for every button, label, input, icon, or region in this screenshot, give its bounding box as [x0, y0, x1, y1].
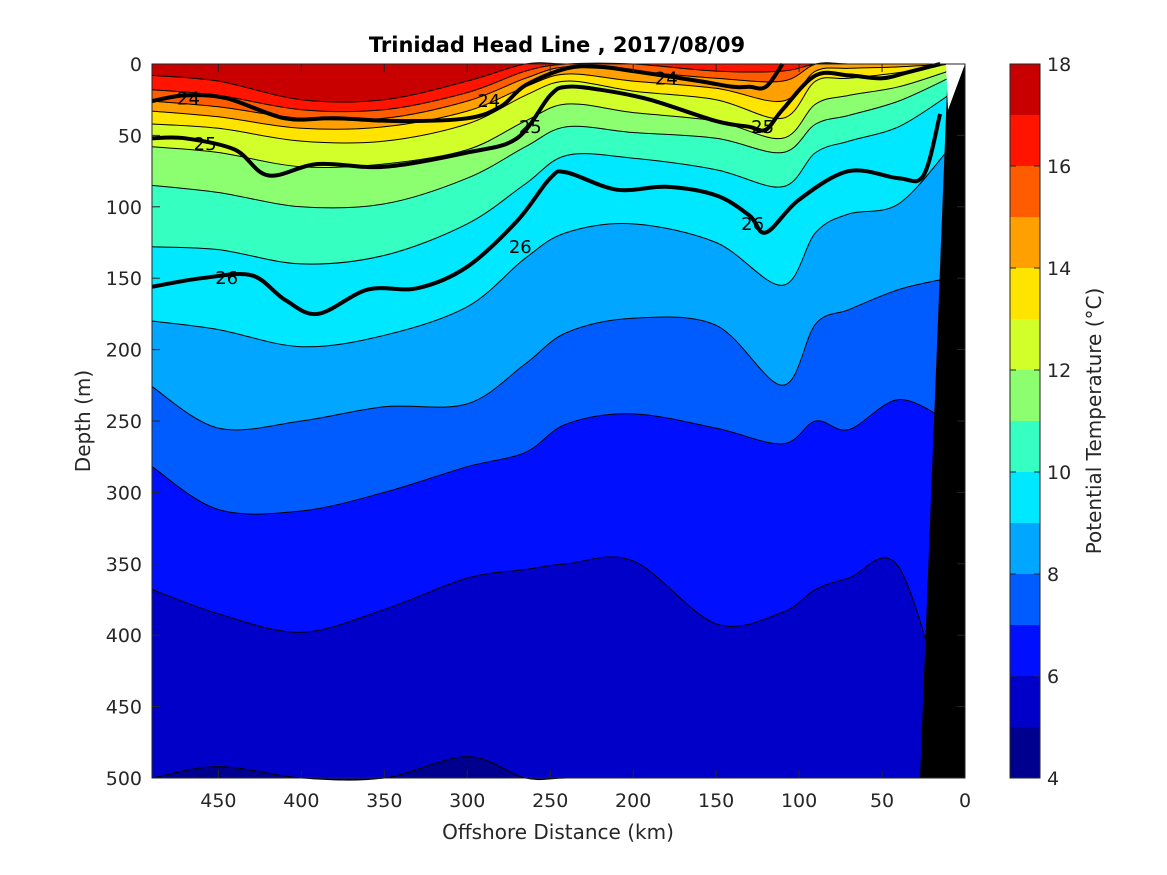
- y-tick-label: 400: [106, 625, 142, 647]
- isopycnal-label-24: 24: [655, 68, 678, 89]
- x-tick-label: 300: [449, 790, 485, 812]
- colorbar-swatch: [1010, 676, 1040, 727]
- y-tick-label: 0: [130, 54, 142, 76]
- colorbar-tick-label: 14: [1047, 258, 1071, 280]
- colorbar-swatch: [1010, 319, 1040, 370]
- colorbar-tick-label: 8: [1047, 564, 1059, 586]
- no-data-region: [946, 64, 965, 110]
- y-tick-label: 300: [106, 482, 142, 504]
- colorbar-tick-label: 6: [1047, 666, 1059, 688]
- isopycnal-label-26: 26: [741, 214, 764, 235]
- colorbar-swatch: [1010, 472, 1040, 523]
- colorbar-swatch: [1010, 268, 1040, 319]
- colorbar-swatch: [1010, 727, 1040, 778]
- x-tick-label: 100: [781, 790, 817, 812]
- colorbar-tick-label: 10: [1047, 462, 1071, 484]
- y-tick-label: 200: [106, 340, 142, 362]
- isopycnal-label-24: 24: [177, 88, 200, 109]
- isopycnal-label-24: 24: [477, 91, 500, 112]
- colorbar-tick-label: 4: [1047, 768, 1059, 790]
- colorbar-swatch: [1010, 574, 1040, 625]
- y-tick-label: 100: [106, 197, 142, 219]
- isotherm-line-10: [151, 94, 949, 265]
- chart-title: Trinidad Head Line , 2017/08/09: [369, 33, 745, 57]
- colorbar-swatch: [1010, 523, 1040, 574]
- colorbar-swatch: [1010, 64, 1040, 115]
- temperature-bands: [152, 62, 965, 781]
- isotherm-line-6: [151, 556, 949, 722]
- colorbar: 4 6 8 10 12 14 16 18: [1010, 54, 1071, 790]
- x-tick-label: 150: [698, 790, 734, 812]
- isotherm-line-13: [151, 63, 949, 144]
- y-tick-label: 50: [118, 125, 142, 147]
- colorbar-frame: [1009, 63, 1041, 779]
- isopycnal-labels: 24 24 24 25 25 25 26 26 26: [177, 68, 774, 289]
- y-tick-label: 350: [106, 554, 142, 576]
- isopycnal-line-26: [151, 113, 943, 317]
- isopycnal-contours: [151, 62, 943, 317]
- isopycnal-label-26: 26: [509, 237, 532, 258]
- isopycnal-line-24: [151, 62, 785, 124]
- isotherm-line-11: [151, 77, 949, 209]
- y-axis-label: Depth (m): [71, 370, 95, 472]
- x-tick-label: 250: [532, 790, 568, 812]
- colorbar-tick-label: 16: [1047, 156, 1071, 178]
- isotherm-line-8: [151, 277, 949, 431]
- isotherm-line-14: [151, 63, 949, 130]
- x-axis: 450 400 350 300 250 200 150 100 50 0: [200, 64, 971, 812]
- y-tick-label: 500: [106, 768, 142, 790]
- y-tick-label: 250: [106, 411, 142, 433]
- seafloor-shelf: [920, 64, 965, 778]
- isopycnal-label-26: 26: [215, 268, 238, 289]
- plot-area: 24 24 24 25 25 25 26 26 26: [151, 62, 965, 781]
- x-tick-label: 200: [615, 790, 651, 812]
- x-tick-label: 0: [959, 790, 971, 812]
- x-tick-label: 450: [200, 790, 236, 812]
- y-axis: 0 50 100 150 200 250 300 350 400 450 500: [106, 54, 965, 790]
- isopycnal-line-25: [151, 62, 941, 178]
- y-tick-label: 150: [106, 268, 142, 290]
- colorbar-swatch: [1010, 421, 1040, 472]
- x-tick-label: 400: [283, 790, 319, 812]
- isopycnal-label-25: 25: [751, 117, 774, 138]
- colorbar-swatch: [1010, 166, 1040, 217]
- x-tick-label: 50: [870, 790, 894, 812]
- colorbar-tick-label: 12: [1047, 360, 1071, 382]
- colorbar-swatch: [1010, 217, 1040, 268]
- colorbar-swatch: [1010, 370, 1040, 421]
- isopycnal-label-25: 25: [519, 117, 542, 138]
- colorbar-tick-label: 18: [1047, 54, 1071, 76]
- isotherm-line-7: [151, 399, 949, 515]
- y-tick-label: 450: [106, 697, 142, 719]
- isotherm-line-9: [151, 149, 949, 348]
- colorbar-label: Potential Temperature (°C): [1082, 288, 1106, 555]
- colorbar-swatch: [1010, 625, 1040, 676]
- x-tick-label: 350: [366, 790, 402, 812]
- isopycnal-label-25: 25: [194, 134, 217, 155]
- temperature-band-below-6: [152, 556, 965, 778]
- colorbar-swatch: [1010, 115, 1040, 166]
- x-axis-label: Offshore Distance (km): [442, 820, 674, 844]
